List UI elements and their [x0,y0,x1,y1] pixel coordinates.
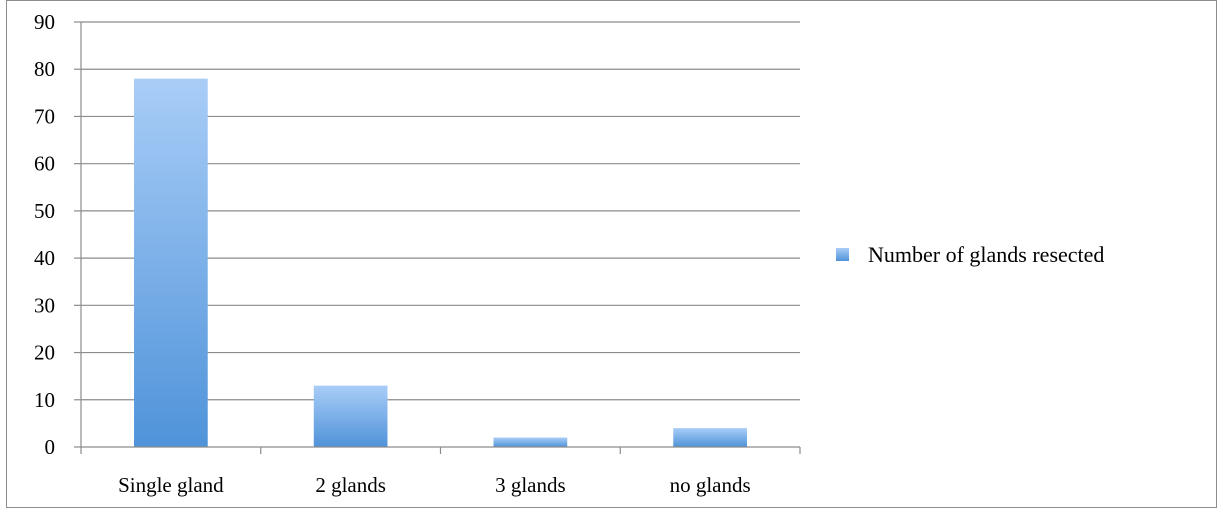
x-axis-ticks: Single gland 2 glands 3 glands no glands [80,447,801,497]
y-tick-label: 90 [34,10,55,34]
y-axis-ticks: 0 10 20 30 40 50 60 70 80 90 [34,10,81,459]
y-tick-label: 20 [34,341,55,365]
bar [313,385,388,447]
x-tick-label: 3 glands [495,473,566,497]
legend: Number of glands resected [836,242,1104,267]
y-tick-label: 10 [34,388,55,412]
y-tick-label: 60 [34,152,55,176]
x-tick-label: 2 glands [315,473,386,497]
bar [134,78,208,448]
y-tick-label: 50 [34,199,55,223]
x-tick-label: Single gland [118,473,224,497]
y-tick-label: 70 [34,104,55,128]
y-tick-label: 40 [34,246,55,270]
x-tick-label: no glands [670,473,751,497]
legend-swatch [836,248,849,261]
chart-frame [6,0,1217,508]
legend-label: Number of glands resected [868,242,1104,267]
bar [493,437,568,447]
bars [134,78,747,448]
bar [673,428,747,447]
y-tick-label: 80 [34,57,55,81]
y-tick-label: 0 [45,435,56,459]
y-tick-label: 30 [34,293,55,317]
